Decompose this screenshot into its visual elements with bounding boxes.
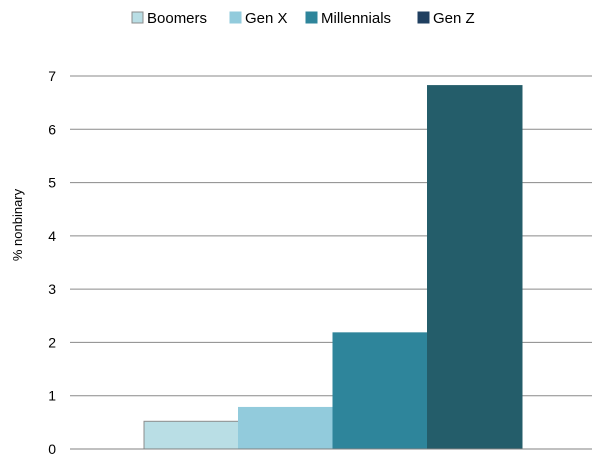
y-tick-label: 1 bbox=[48, 388, 56, 404]
legend-label: Boomers bbox=[147, 10, 207, 27]
y-tick-label: 7 bbox=[48, 68, 56, 84]
bar-millennials bbox=[332, 332, 428, 450]
y-tick-label: 0 bbox=[48, 441, 56, 457]
y-tick-label: 6 bbox=[48, 121, 56, 137]
legend-swatch bbox=[131, 11, 144, 24]
legend-item-millennials: Millennials bbox=[305, 10, 391, 27]
y-tick-labels: 0 1 2 3 4 5 6 7 bbox=[48, 68, 56, 457]
bar-gen-z bbox=[427, 85, 523, 450]
legend-swatch bbox=[305, 11, 318, 24]
bar-gen-x bbox=[238, 406, 334, 450]
y-tick-label: 4 bbox=[48, 228, 56, 244]
legend-swatch bbox=[229, 11, 242, 24]
y-axis-label: % nonbinary bbox=[10, 188, 25, 261]
legend-item-gen-z: Gen Z bbox=[417, 10, 475, 27]
bar-boomers bbox=[143, 420, 239, 450]
legend-item-boomers: Boomers bbox=[131, 10, 207, 27]
legend-label: Gen Z bbox=[433, 10, 475, 27]
bars bbox=[143, 85, 523, 450]
legend-label: Millennials bbox=[321, 10, 391, 27]
y-tick-label: 3 bbox=[48, 281, 56, 297]
legend-item-gen-x: Gen X bbox=[229, 10, 288, 27]
y-tick-label: 2 bbox=[48, 334, 56, 350]
y-tick-label: 5 bbox=[48, 175, 56, 191]
y-gridlines bbox=[70, 75, 592, 397]
legend-swatch bbox=[417, 11, 430, 24]
chart-legend: Boomers Gen X Millennials Gen Z bbox=[131, 10, 475, 27]
legend-label: Gen X bbox=[245, 10, 288, 27]
